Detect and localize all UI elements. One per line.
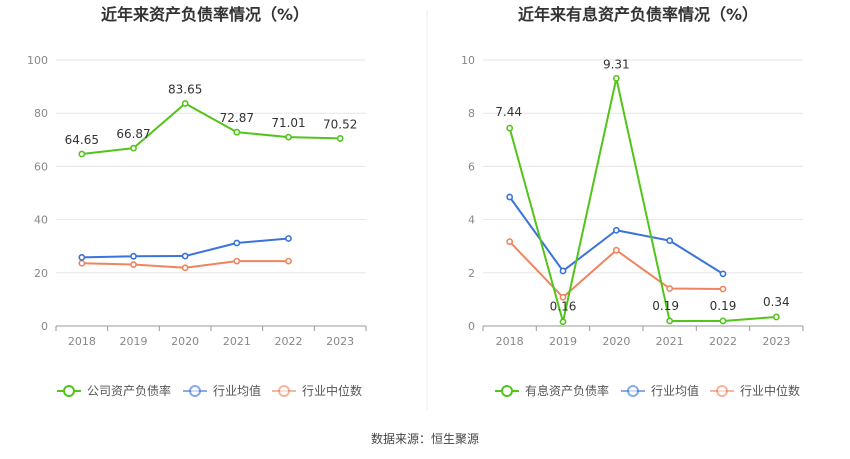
y-tick-label: 100 — [27, 54, 48, 67]
legend-label[interactable]: 有息资产负债率 — [525, 383, 609, 398]
x-tick-label: 2023 — [326, 335, 354, 348]
x-tick-label: 2020 — [602, 335, 630, 348]
data-point — [506, 193, 514, 201]
data-point — [285, 133, 292, 141]
data-source-note: 数据来源：恒生聚源 — [371, 431, 479, 446]
legend-label[interactable]: 行业中位数 — [302, 383, 362, 398]
series-line — [508, 77, 777, 323]
data-point — [612, 74, 620, 82]
data-label: 0.19 — [652, 299, 679, 313]
data-label: 0.16 — [550, 300, 577, 314]
data-label: 71.01 — [271, 116, 305, 130]
data-point — [78, 259, 86, 267]
data-label: 7.44 — [495, 105, 522, 119]
data-label: 66.87 — [116, 127, 150, 141]
data-point — [130, 252, 137, 260]
x-tick-label: 2022 — [709, 335, 737, 348]
data-point — [506, 238, 514, 246]
legend-label[interactable]: 行业均值 — [213, 383, 261, 398]
x-tick-label: 2019 — [120, 335, 148, 348]
data-point — [181, 252, 189, 260]
y-tick-label: 0 — [468, 320, 475, 333]
legend-marker-icon[interactable] — [627, 385, 639, 397]
data-point — [285, 235, 292, 242]
y-tick-label: 10 — [461, 54, 475, 67]
legend-marker-icon[interactable] — [278, 385, 290, 397]
data-point — [233, 239, 241, 247]
data-label: 70.52 — [323, 117, 357, 131]
data-label: 72.87 — [220, 111, 254, 125]
legend-label[interactable]: 公司资产负债率 — [87, 383, 171, 398]
data-point — [559, 293, 567, 301]
legend-marker-icon[interactable] — [189, 385, 201, 397]
data-point — [772, 313, 780, 321]
data-point — [130, 144, 137, 152]
data-point — [666, 317, 674, 325]
legend-marker-icon[interactable] — [716, 385, 728, 397]
data-point — [559, 267, 567, 275]
data-point — [285, 257, 292, 265]
data-point — [78, 150, 86, 158]
legend-marker-icon[interactable] — [63, 385, 75, 397]
data-point — [559, 318, 567, 326]
data-point — [666, 237, 674, 245]
y-tick-label: 8 — [468, 107, 475, 120]
chart-title: 近年来有息资产负债率情况（%） — [518, 5, 758, 24]
y-tick-label: 6 — [468, 160, 475, 173]
series-line — [508, 196, 724, 275]
y-tick-label: 4 — [468, 214, 475, 227]
data-point — [719, 270, 727, 278]
x-tick-label: 2023 — [762, 335, 790, 348]
data-point — [78, 253, 86, 261]
data-label: 64.65 — [65, 133, 99, 147]
data-point — [719, 285, 727, 293]
chart-debt-ratio: 近年来资产负债率情况（%） 0 20 40 60 80 100 2018 2019 2020 202… — [27, 5, 367, 398]
data-point — [233, 257, 241, 265]
y-tick-label: 80 — [34, 107, 48, 120]
legend-label[interactable]: 行业均值 — [651, 383, 699, 398]
series-line — [81, 102, 341, 156]
data-point — [612, 226, 620, 234]
data-label: 0.34 — [763, 295, 790, 309]
data-point — [719, 317, 727, 325]
x-tick-label: 2022 — [275, 335, 303, 348]
chart-title: 近年来资产负债率情况（%） — [101, 5, 309, 24]
x-tick-label: 2019 — [549, 335, 577, 348]
data-point — [666, 285, 674, 292]
data-point — [506, 124, 514, 132]
x-tick-label: 2021 — [656, 335, 684, 348]
y-tick-label: 20 — [34, 267, 48, 280]
data-label: 9.31 — [603, 57, 630, 71]
legend-label[interactable]: 行业中位数 — [740, 383, 800, 398]
data-point — [130, 261, 137, 268]
data-point — [181, 264, 189, 272]
legend-marker-icon[interactable] — [501, 385, 513, 397]
data-point — [233, 128, 241, 136]
x-tick-label: 2021 — [223, 335, 251, 348]
y-tick-label: 0 — [41, 320, 48, 333]
x-tick-label: 2020 — [171, 335, 199, 348]
y-tick-label: 60 — [34, 160, 48, 173]
x-tick-label: 2018 — [68, 335, 96, 348]
data-point — [181, 100, 189, 107]
y-tick-label: 2 — [468, 267, 475, 280]
data-label: 0.19 — [710, 299, 737, 313]
x-tick-label: 2018 — [496, 335, 524, 348]
data-label: 83.65 — [168, 82, 202, 96]
data-point — [612, 246, 620, 254]
data-point — [336, 135, 344, 142]
chart-interest-debt-ratio: 近年来有息资产负债率情况（%） 0 2 4 6 8 10 2018 2019 2020 2021 20… — [461, 5, 804, 398]
y-tick-label: 40 — [34, 214, 48, 227]
